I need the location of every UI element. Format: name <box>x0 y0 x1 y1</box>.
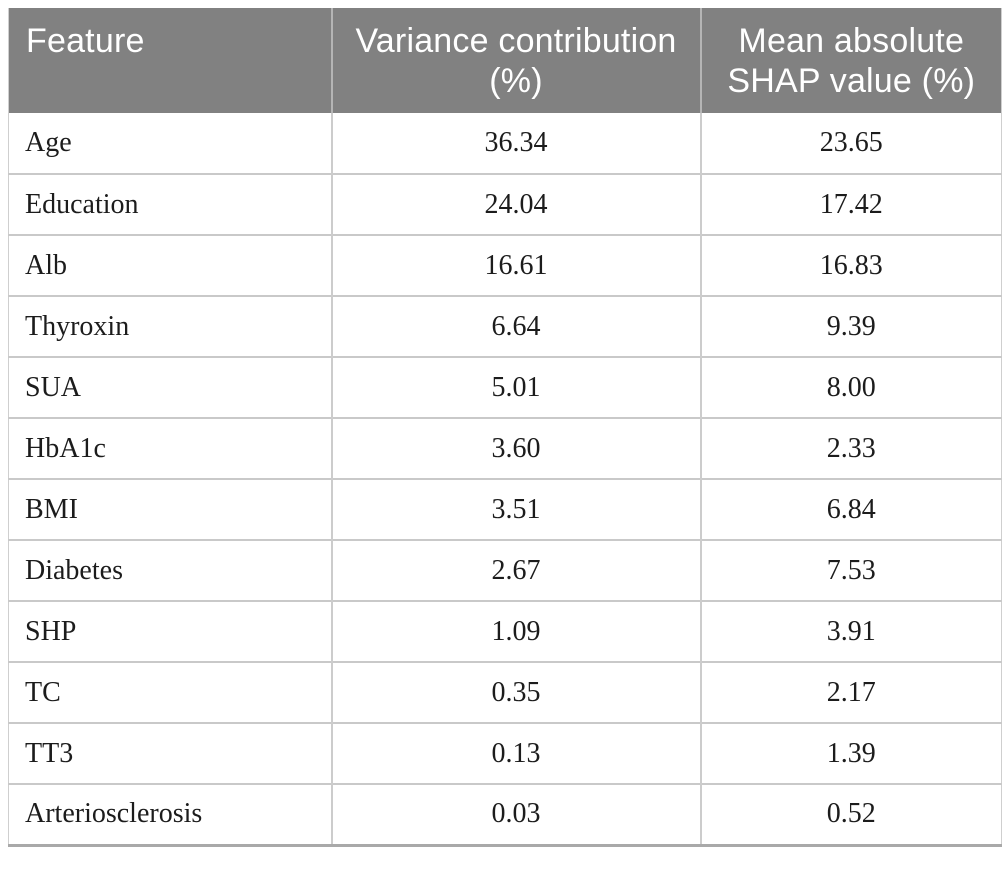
table-row: Age 36.34 23.65 <box>8 113 1002 174</box>
table-row: Arteriosclerosis 0.03 0.52 <box>8 783 1002 845</box>
feature-name-cell: TT3 <box>8 722 332 784</box>
variance-value-cell: 6.64 <box>330 295 701 357</box>
shap-value-cell: 3.91 <box>699 600 1002 662</box>
variance-value-cell: 0.35 <box>330 661 701 723</box>
shap-value-cell: 7.53 <box>699 539 1002 601</box>
variance-value-cell: 16.61 <box>330 234 701 296</box>
feature-name-cell: Age <box>8 113 332 174</box>
column-header-mean-absolute-shap: Mean absolute SHAP value (%) <box>699 8 1002 113</box>
feature-name-cell: Education <box>8 173 332 235</box>
variance-value-cell: 5.01 <box>330 356 701 418</box>
feature-name-cell: TC <box>8 661 332 723</box>
feature-importance-table: Feature Variance contribution (%) Mean a… <box>8 8 1002 847</box>
shap-value-cell: 6.84 <box>699 478 1002 540</box>
feature-name-cell: SUA <box>8 356 332 418</box>
table-row: HbA1c 3.60 2.33 <box>8 417 1002 479</box>
table-row: TC 0.35 2.17 <box>8 661 1002 723</box>
table-row: Thyroxin 6.64 9.39 <box>8 295 1002 357</box>
feature-name-cell: SHP <box>8 600 332 662</box>
variance-value-cell: 3.51 <box>330 478 701 540</box>
shap-value-cell: 16.83 <box>699 234 1002 296</box>
shap-value-cell: 8.00 <box>699 356 1002 418</box>
column-header-feature: Feature <box>8 8 332 113</box>
shap-value-cell: 0.52 <box>699 783 1002 845</box>
variance-value-cell: 3.60 <box>330 417 701 479</box>
column-header-variance-contribution: Variance contribution (%) <box>330 8 701 113</box>
table-row: SHP 1.09 3.91 <box>8 600 1002 662</box>
variance-value-cell: 36.34 <box>330 113 701 174</box>
feature-name-cell: HbA1c <box>8 417 332 479</box>
shap-value-cell: 17.42 <box>699 173 1002 235</box>
feature-name-cell: Alb <box>8 234 332 296</box>
shap-value-cell: 1.39 <box>699 722 1002 784</box>
shap-value-cell: 9.39 <box>699 295 1002 357</box>
variance-value-cell: 1.09 <box>330 600 701 662</box>
feature-name-cell: Thyroxin <box>8 295 332 357</box>
variance-value-cell: 24.04 <box>330 173 701 235</box>
feature-name-cell: BMI <box>8 478 332 540</box>
variance-value-cell: 0.13 <box>330 722 701 784</box>
variance-value-cell: 2.67 <box>330 539 701 601</box>
table-row: SUA 5.01 8.00 <box>8 356 1002 418</box>
table-row: BMI 3.51 6.84 <box>8 478 1002 540</box>
table-row: Education 24.04 17.42 <box>8 173 1002 235</box>
table-row: Diabetes 2.67 7.53 <box>8 539 1002 601</box>
feature-name-cell: Diabetes <box>8 539 332 601</box>
shap-value-cell: 23.65 <box>699 113 1002 174</box>
variance-value-cell: 0.03 <box>330 783 701 845</box>
table-row: Alb 16.61 16.83 <box>8 234 1002 296</box>
shap-value-cell: 2.33 <box>699 417 1002 479</box>
table-row: TT3 0.13 1.39 <box>8 722 1002 784</box>
feature-name-cell: Arteriosclerosis <box>8 783 332 845</box>
table-header-row: Feature Variance contribution (%) Mean a… <box>8 8 1002 113</box>
shap-value-cell: 2.17 <box>699 661 1002 723</box>
